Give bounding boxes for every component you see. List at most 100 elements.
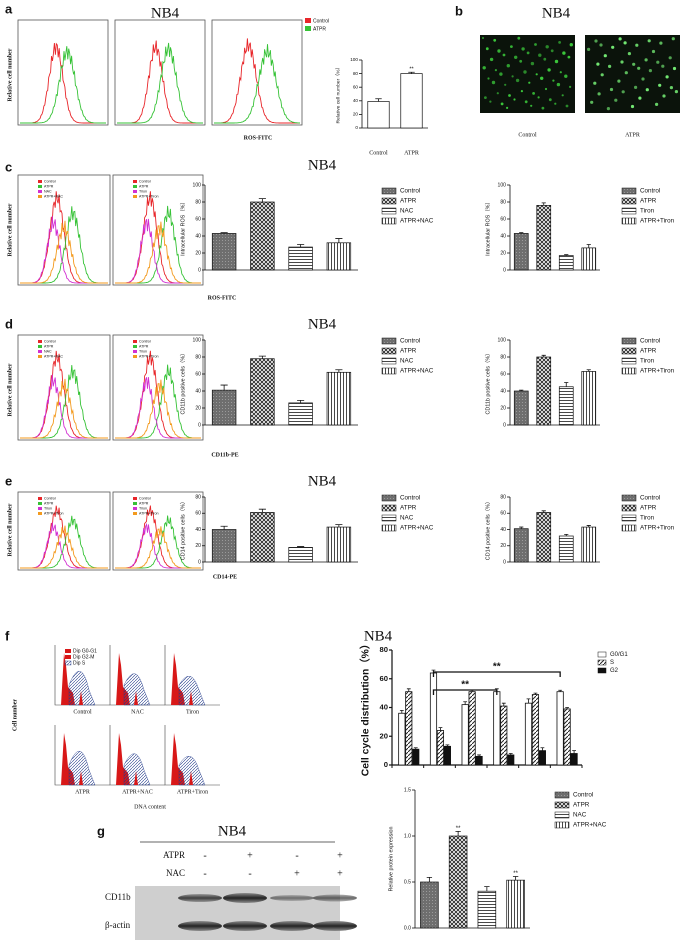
y-axis-label: Cell cycle distribution（%） xyxy=(359,639,372,776)
panel-label: g xyxy=(97,823,105,838)
cell-dot xyxy=(506,63,510,68)
bar xyxy=(367,101,390,129)
error-bar xyxy=(565,707,570,709)
legend-label: Tiron xyxy=(139,189,147,193)
cell-dot xyxy=(548,98,552,102)
legend-swatch xyxy=(64,660,72,666)
legend-label: Control xyxy=(139,179,151,183)
bracket-label: ** xyxy=(461,680,469,691)
cell-dot xyxy=(491,80,496,85)
cell-dot xyxy=(611,45,615,49)
legend-label: Tiron xyxy=(139,349,147,353)
sign: + xyxy=(247,850,253,861)
bar xyxy=(211,529,237,563)
panel-label: e xyxy=(5,473,12,488)
cell-dot xyxy=(635,43,639,47)
cell-dot xyxy=(638,96,642,100)
y-tick-label: 100 xyxy=(193,182,202,188)
g2-peak xyxy=(134,771,138,785)
legend-swatch xyxy=(133,355,137,358)
cell-dot xyxy=(487,77,490,80)
cell-dot xyxy=(647,39,651,43)
legend-swatch xyxy=(38,507,42,510)
g2-peak xyxy=(189,771,193,785)
y-tick-label: 1.5 xyxy=(404,787,411,793)
legend-label: ATPR xyxy=(640,198,657,205)
cell-dot xyxy=(634,85,638,89)
bar xyxy=(211,233,237,271)
y-tick-label: 80 xyxy=(380,645,389,654)
y-tick-label: 80 xyxy=(195,199,201,205)
cell-dot xyxy=(603,54,607,58)
panel-label: d xyxy=(5,316,13,331)
cell-dot xyxy=(672,66,677,71)
legend-label: Control xyxy=(44,339,56,343)
cell-dot xyxy=(668,56,672,60)
legend-label: Tiron xyxy=(139,506,147,510)
legend-label: ATPR xyxy=(640,505,657,512)
error-bar xyxy=(335,238,343,243)
sample-label: ATPR+Tiron xyxy=(177,789,208,795)
y-tick-label: 40 xyxy=(380,703,389,712)
legend-label: Control xyxy=(139,339,151,343)
cell-dot xyxy=(485,47,489,51)
legend-label: Control xyxy=(400,495,420,502)
legend-swatch xyxy=(38,497,42,500)
legend-label: Control xyxy=(640,188,660,195)
bar xyxy=(524,702,533,766)
legend-swatch xyxy=(621,494,637,502)
legend-label: Dip G0-G1 xyxy=(73,648,97,654)
bar xyxy=(570,753,578,766)
cell-dot xyxy=(489,100,492,103)
y-tick-label: 40 xyxy=(500,388,506,394)
cell-dot xyxy=(600,73,604,77)
cell-dot xyxy=(651,49,656,54)
bar xyxy=(436,730,445,766)
g2-peak xyxy=(79,691,83,705)
bar-annotation: ** xyxy=(409,67,414,73)
y-tick-label: 40 xyxy=(500,233,506,239)
y-tick-label: 40 xyxy=(353,98,359,103)
legend-swatch xyxy=(65,655,71,659)
cell-dot xyxy=(655,102,659,106)
cell-dot xyxy=(497,49,501,53)
cell-dot xyxy=(565,104,569,108)
cell-dot xyxy=(554,102,557,105)
legend-swatch xyxy=(621,197,637,205)
legend-swatch xyxy=(133,350,137,353)
legend-label: ATPR xyxy=(400,348,417,355)
legend-label: Control xyxy=(400,188,420,195)
bar xyxy=(448,835,468,929)
bar xyxy=(536,512,552,563)
histogram-curve xyxy=(115,221,201,284)
cell-dot xyxy=(499,72,503,76)
y-tick-label: 0 xyxy=(198,267,201,273)
error-bar xyxy=(564,382,569,387)
cell-dot xyxy=(519,59,523,63)
error-bar xyxy=(533,692,538,695)
s-phase xyxy=(123,753,151,786)
y-axis-label: Relative cell number xyxy=(7,48,13,101)
error-bar xyxy=(335,369,343,373)
legend-label: Control xyxy=(400,338,420,345)
band-label: CD11b xyxy=(105,892,131,902)
error-bar xyxy=(526,698,531,704)
legend-label: Tiron xyxy=(640,358,655,365)
y-tick-label: 60 xyxy=(195,371,201,377)
image-label: ATPR xyxy=(625,132,640,138)
g2-peak xyxy=(79,771,83,785)
bar xyxy=(420,881,439,929)
sample-label: Tiron xyxy=(186,709,199,715)
y-tick-label: 80 xyxy=(195,494,201,500)
legend-swatch xyxy=(381,367,397,375)
y-tick-label: 80 xyxy=(500,494,506,500)
legend-swatch xyxy=(381,494,397,502)
legend-label: G2 xyxy=(610,668,619,674)
legend-swatch xyxy=(65,649,71,653)
sample-label: Control xyxy=(73,709,92,715)
cell-dot xyxy=(521,47,525,51)
y-tick-label: 60 xyxy=(380,674,389,683)
legend-label: ATPR xyxy=(44,501,54,505)
error-bar xyxy=(508,753,513,755)
y-axis-label: Intracellular ROS（%） xyxy=(179,199,186,256)
